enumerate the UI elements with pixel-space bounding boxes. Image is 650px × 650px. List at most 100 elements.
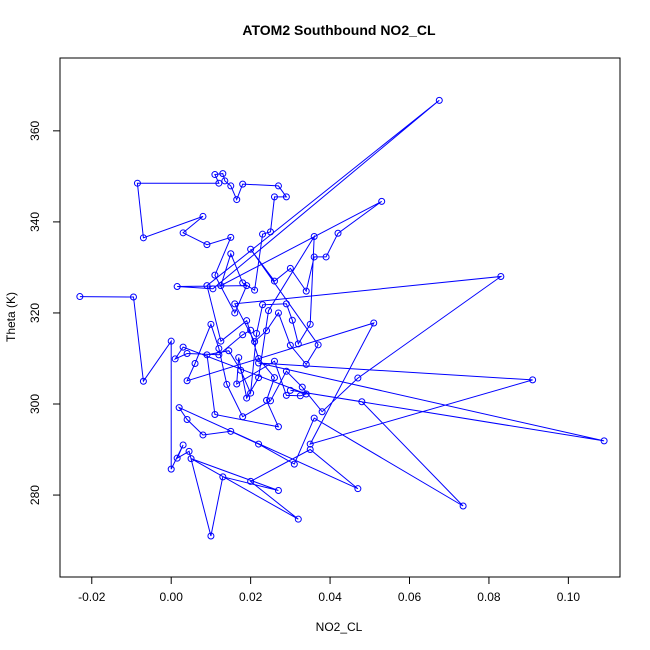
data-point [183,415,191,423]
data-point [288,316,296,324]
data-point [298,383,306,391]
data-point [270,193,278,201]
data-point [358,398,366,406]
data-point [274,423,282,431]
data-point [179,229,187,237]
y-tick-label: 340 [28,212,42,232]
data-point [270,374,278,382]
x-axis-label: NO2_CL [316,620,363,634]
data-point [203,282,211,290]
x-tick-label: 0.04 [318,590,342,604]
data-point [282,391,290,399]
data-point [173,454,181,462]
data-point [354,374,362,382]
data-point [265,307,273,315]
data-point [139,234,147,242]
data-point [179,343,187,351]
data-point [497,273,505,281]
x-tick-label: 0.10 [557,590,581,604]
data-point [282,193,290,201]
data-point [286,341,294,349]
data-point [255,354,263,362]
data-point [370,319,378,327]
data-point [302,360,310,368]
data-point [227,427,235,435]
data-point [306,320,314,328]
data-point [243,394,251,402]
data-point [310,253,318,261]
data-point [183,377,191,385]
data-point [255,440,263,448]
data-point [294,515,302,523]
data-point [215,179,223,187]
data-point [243,317,251,325]
data-point [199,431,207,439]
y-axis-label: Theta (K) [4,292,18,342]
data-point [247,389,255,397]
data-point [247,477,255,485]
series-line [79,99,605,537]
data-point [302,287,310,295]
data-point [294,340,302,348]
x-axis: -0.02 0.00 0.02 0.04 0.06 0.08 0.10 [78,576,581,604]
data-point [253,329,261,337]
data-point [354,485,362,493]
x-tick-label: 0.02 [239,590,263,604]
data-point [217,337,225,345]
data-point [290,460,298,468]
data-point [167,465,175,473]
data-point [266,397,274,405]
data-point [310,232,318,240]
data-point [282,367,290,375]
data-point [259,301,267,309]
data-point [211,271,219,279]
data-point [282,300,290,308]
data-point [255,359,263,367]
data-point [239,331,247,339]
data-point [600,437,608,445]
x-tick-label: 0.00 [160,590,184,604]
data-point [237,366,245,374]
data-point [270,277,278,285]
data-point [191,359,199,367]
data-point [529,376,537,384]
data-point [306,446,314,454]
data-point [227,250,235,258]
data-point [378,197,386,205]
data-point [235,354,243,362]
data-point [435,96,443,104]
data-point [211,171,219,179]
data-point [274,487,282,494]
y-tick-label: 360 [28,121,42,141]
data-point [227,233,235,241]
data-point [207,532,215,540]
data-point [302,390,310,398]
data-point [227,182,235,190]
y-axis: 280 300 320 340 360 [28,121,61,505]
data-point [286,386,294,394]
data-point [263,327,271,335]
data-point [266,228,274,236]
data-point [274,309,282,317]
data-point [306,440,314,448]
data-point [179,441,187,449]
chart-title: ATOM2 Southbound NO2_CL [242,22,436,38]
plot-frame [59,57,621,578]
y-tick-label: 300 [28,394,42,414]
data-point [221,177,229,185]
data-point [133,179,141,187]
data-point [183,349,191,357]
data-point [139,377,147,385]
data-point [219,473,227,481]
x-tick-label: 0.06 [398,590,422,604]
data-point [175,404,183,412]
data-point [231,309,239,317]
data-point [247,326,255,334]
data-point [219,170,227,178]
data-point [199,212,207,220]
data-point [270,357,278,365]
data-point [209,285,217,293]
data-point [171,355,179,363]
y-tick-label: 280 [28,485,42,505]
